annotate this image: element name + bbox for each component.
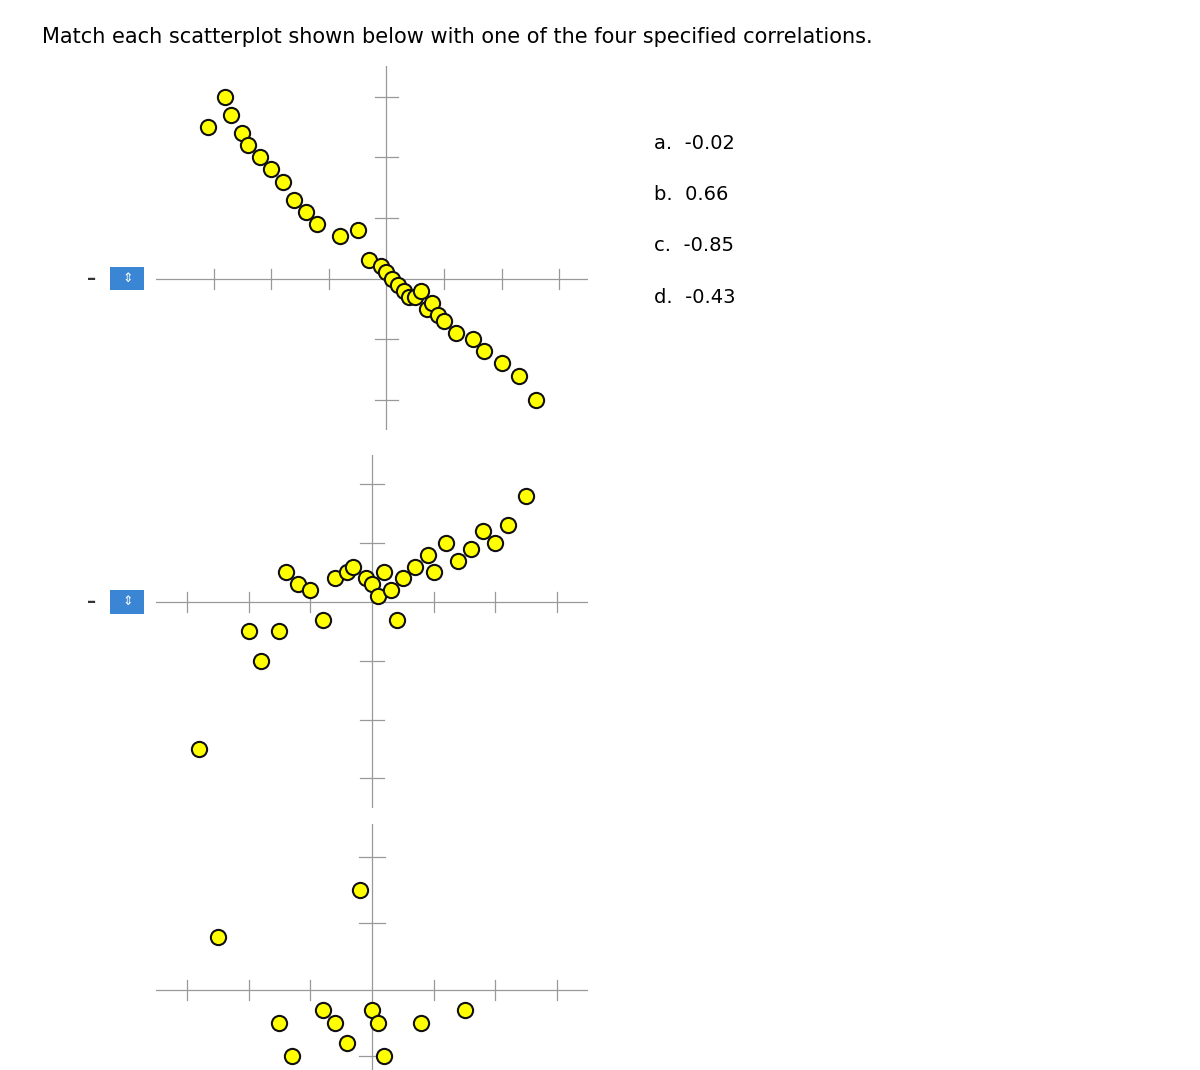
Text: d.  -0.43: d. -0.43 [654,288,736,307]
Point [368,587,388,605]
Point [498,517,517,534]
Point [208,928,227,945]
Point [350,882,370,899]
Point [474,522,493,539]
Point [190,740,209,758]
Point [251,652,270,670]
Point [313,611,332,628]
Point [325,569,344,586]
Text: b.  0.66: b. 0.66 [654,185,728,204]
Point [288,576,307,593]
Text: ⇕: ⇕ [122,595,132,609]
Point [394,282,413,300]
Point [221,106,240,123]
Point [492,355,511,372]
Point [412,282,431,300]
Point [434,312,454,330]
Point [337,1035,356,1052]
Point [412,1014,431,1031]
Point [368,1014,388,1031]
Point [344,559,364,576]
Point [446,324,466,341]
Point [313,1002,332,1019]
Point [216,88,235,105]
Text: ⇕: ⇕ [122,272,132,285]
Point [362,576,382,593]
Point [371,258,390,275]
Point [389,276,408,293]
Point [250,149,269,166]
Point [400,288,419,305]
Point [301,582,320,599]
Point [475,342,494,360]
Point [325,1014,344,1031]
Point [377,264,396,281]
Point [356,569,376,586]
Point [406,288,425,305]
Point [296,203,316,220]
Point [276,564,295,581]
Point [307,215,326,232]
Point [360,251,379,269]
Point [233,124,252,141]
Point [274,173,293,190]
Point [394,569,413,586]
Point [380,582,400,599]
Point [422,294,442,311]
Point [527,392,546,409]
Point [418,301,437,318]
Point [262,160,281,178]
Text: –: – [86,270,96,288]
Point [486,534,505,552]
Point [461,540,480,557]
Point [424,564,443,581]
Point [509,367,528,384]
Text: Match each scatterplot shown below with one of the four specified correlations.: Match each scatterplot shown below with … [42,27,872,47]
Text: c.  -0.85: c. -0.85 [654,236,734,256]
Text: a.  -0.02: a. -0.02 [654,134,734,153]
Point [331,228,350,245]
Point [374,1048,394,1065]
Point [374,564,394,581]
Point [239,623,258,640]
Point [428,306,448,323]
Point [418,546,437,563]
Point [383,270,402,287]
Point [455,1002,474,1019]
Point [337,564,356,581]
Point [270,623,289,640]
Text: –: – [86,593,96,611]
Point [284,192,304,209]
Point [517,487,536,504]
Point [437,534,456,552]
Point [239,137,258,154]
Point [198,119,217,136]
Point [348,221,367,239]
Point [406,559,425,576]
Point [449,552,468,569]
Point [388,611,407,628]
Point [270,1014,289,1031]
Point [362,1002,382,1019]
Point [463,331,482,348]
Point [282,1048,301,1065]
